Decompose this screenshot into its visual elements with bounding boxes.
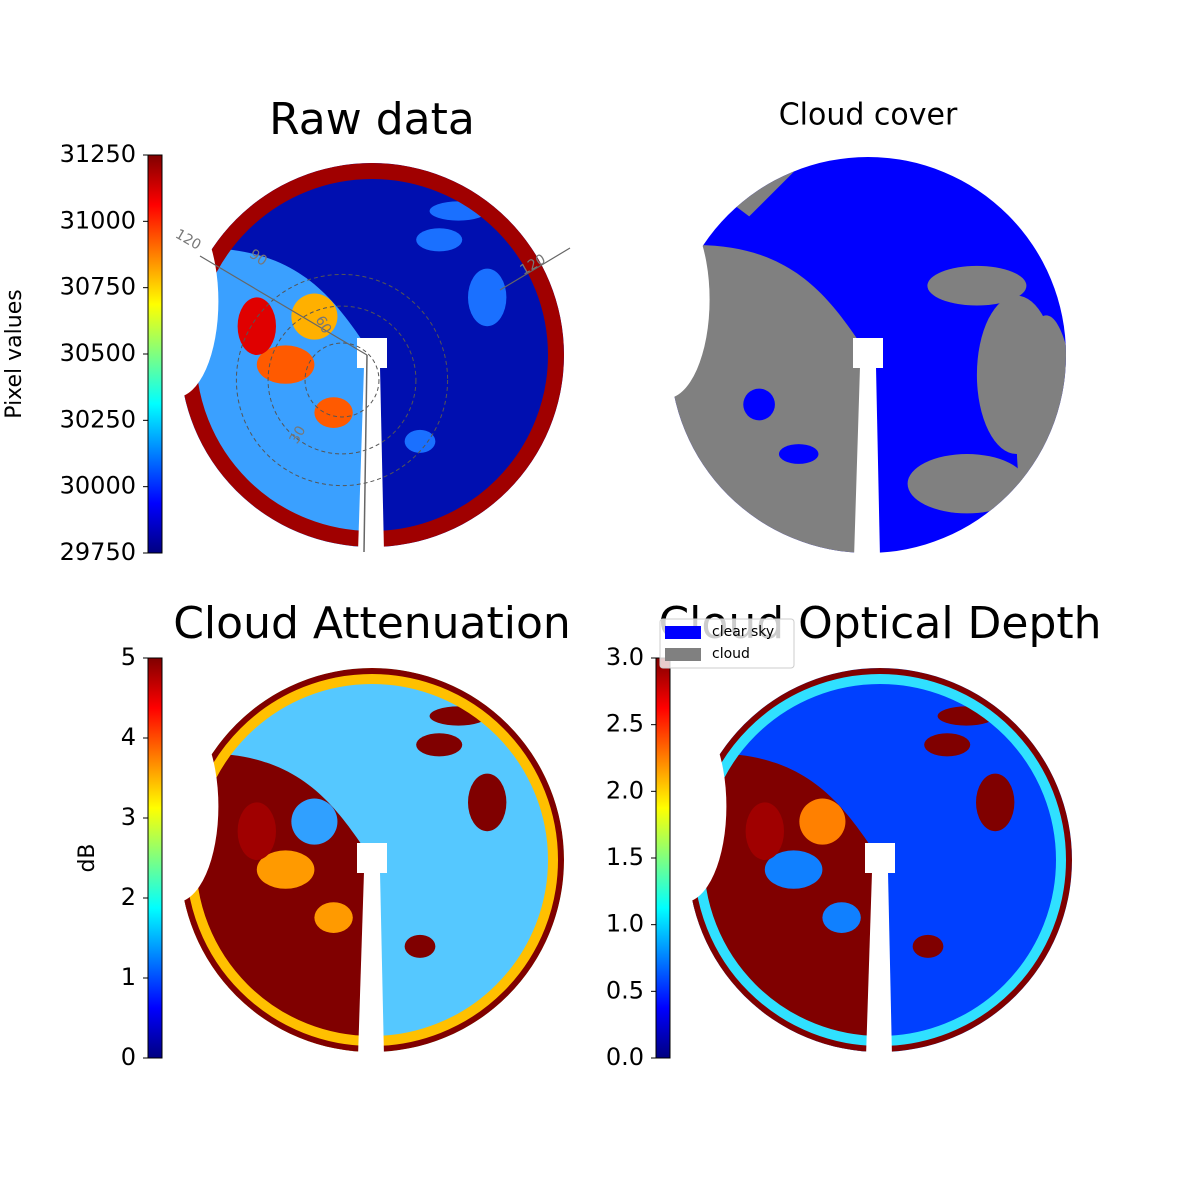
sky-blob: [256, 850, 315, 889]
colorbar-tick-label: 30000: [60, 472, 136, 500]
mast-top: [357, 338, 387, 368]
sky-blob: [416, 228, 463, 252]
sky-blob: [416, 733, 463, 757]
colorbar-tick-label: 1.5: [606, 843, 644, 871]
cloud-blob: [927, 265, 1027, 306]
colorbar-tick-label: 0: [121, 1043, 136, 1071]
panel: Cloud Attenuation 0 1 2 3 4 5 dB: [75, 598, 571, 1071]
sky-blob: [291, 798, 338, 845]
colorbar-tick-label: 30750: [60, 273, 136, 301]
sky-blob: [237, 802, 276, 860]
colorbar-tick-label: 3: [121, 803, 136, 831]
sky-image: [688, 668, 1072, 1052]
mast-top: [865, 843, 895, 873]
colorbar-tick-label: 5: [121, 643, 136, 671]
colorbar-tick-label: 2: [121, 883, 136, 911]
colorbar-tick-label: 1: [121, 963, 136, 991]
notch: [622, 200, 710, 399]
colorbar-label: dB: [75, 843, 100, 872]
colorbar-tick-label: 29750: [60, 538, 136, 566]
sky-blob: [256, 345, 315, 384]
colorbar-tick-label: 31000: [60, 206, 136, 234]
panel-title: Cloud Attenuation: [173, 598, 571, 649]
mast: [358, 872, 384, 1057]
sky-blob: [468, 773, 507, 832]
legend-label: clear sky: [712, 624, 774, 640]
legend-swatch: [665, 626, 701, 639]
panel: Cloud cover: [622, 98, 1066, 558]
colorbar-tick-label: 0.5: [606, 976, 644, 1004]
sky-blob: [745, 802, 784, 860]
notch: [641, 710, 727, 903]
polar-spoke: [199, 255, 368, 356]
cloud-blob: [1016, 315, 1066, 553]
sky-blob: [291, 293, 338, 340]
sky-blob: [764, 850, 823, 889]
sky-blob: [404, 934, 436, 958]
sky-blob: [822, 902, 861, 933]
sky-blob: [912, 934, 944, 958]
mast: [854, 367, 880, 558]
sky-blob: [314, 902, 353, 933]
sky-blob: [314, 397, 353, 428]
clear-blob: [778, 444, 819, 464]
colorbar-tick-label: 4: [121, 723, 136, 751]
polar-spoke: [363, 354, 368, 553]
legend-swatch: [665, 648, 701, 661]
polar-label: 30: [287, 423, 310, 446]
cloud-blob: [907, 454, 1027, 514]
panel-title: Cloud cover: [779, 98, 958, 133]
polar-label: 60: [312, 313, 335, 336]
colorbar-tick-label: 2.5: [606, 710, 644, 738]
sky-blob: [237, 297, 276, 356]
colorbar-tick-label: 31250: [60, 140, 136, 168]
colorbar: [655, 657, 671, 1059]
colorbar-tick-label: 30500: [60, 339, 136, 367]
sky-blob: [976, 773, 1015, 832]
polar-ring: [235, 273, 449, 487]
notch: [133, 710, 219, 903]
polar-ring: [304, 342, 380, 418]
sky-image: [180, 163, 564, 547]
sky-blob: [799, 798, 846, 845]
colorbar-tick-label: 2.0: [606, 776, 644, 804]
colorbar-tick-label: 30250: [60, 405, 136, 433]
mast-top: [853, 338, 883, 368]
polar-ring: [267, 305, 417, 455]
colorbar: [147, 154, 163, 554]
colorbar: [147, 657, 163, 1059]
colorbar-label: Pixel values: [2, 289, 27, 418]
sky-blob: [468, 268, 507, 327]
mast: [866, 872, 892, 1057]
legend-label: cloud: [712, 646, 750, 662]
polar-spoke: [499, 247, 571, 291]
sky-blob: [924, 733, 971, 757]
colorbar-tick-label: 3.0: [606, 643, 644, 671]
sky-blob: [404, 429, 436, 453]
mast-top: [357, 843, 387, 873]
clear-blob: [743, 388, 775, 421]
legend: clear sky cloud: [659, 618, 795, 669]
colorbar-tick-label: 1.0: [606, 910, 644, 938]
panel-title: Raw data: [269, 94, 475, 145]
colorbar-tick-label: 0.0: [606, 1043, 644, 1071]
